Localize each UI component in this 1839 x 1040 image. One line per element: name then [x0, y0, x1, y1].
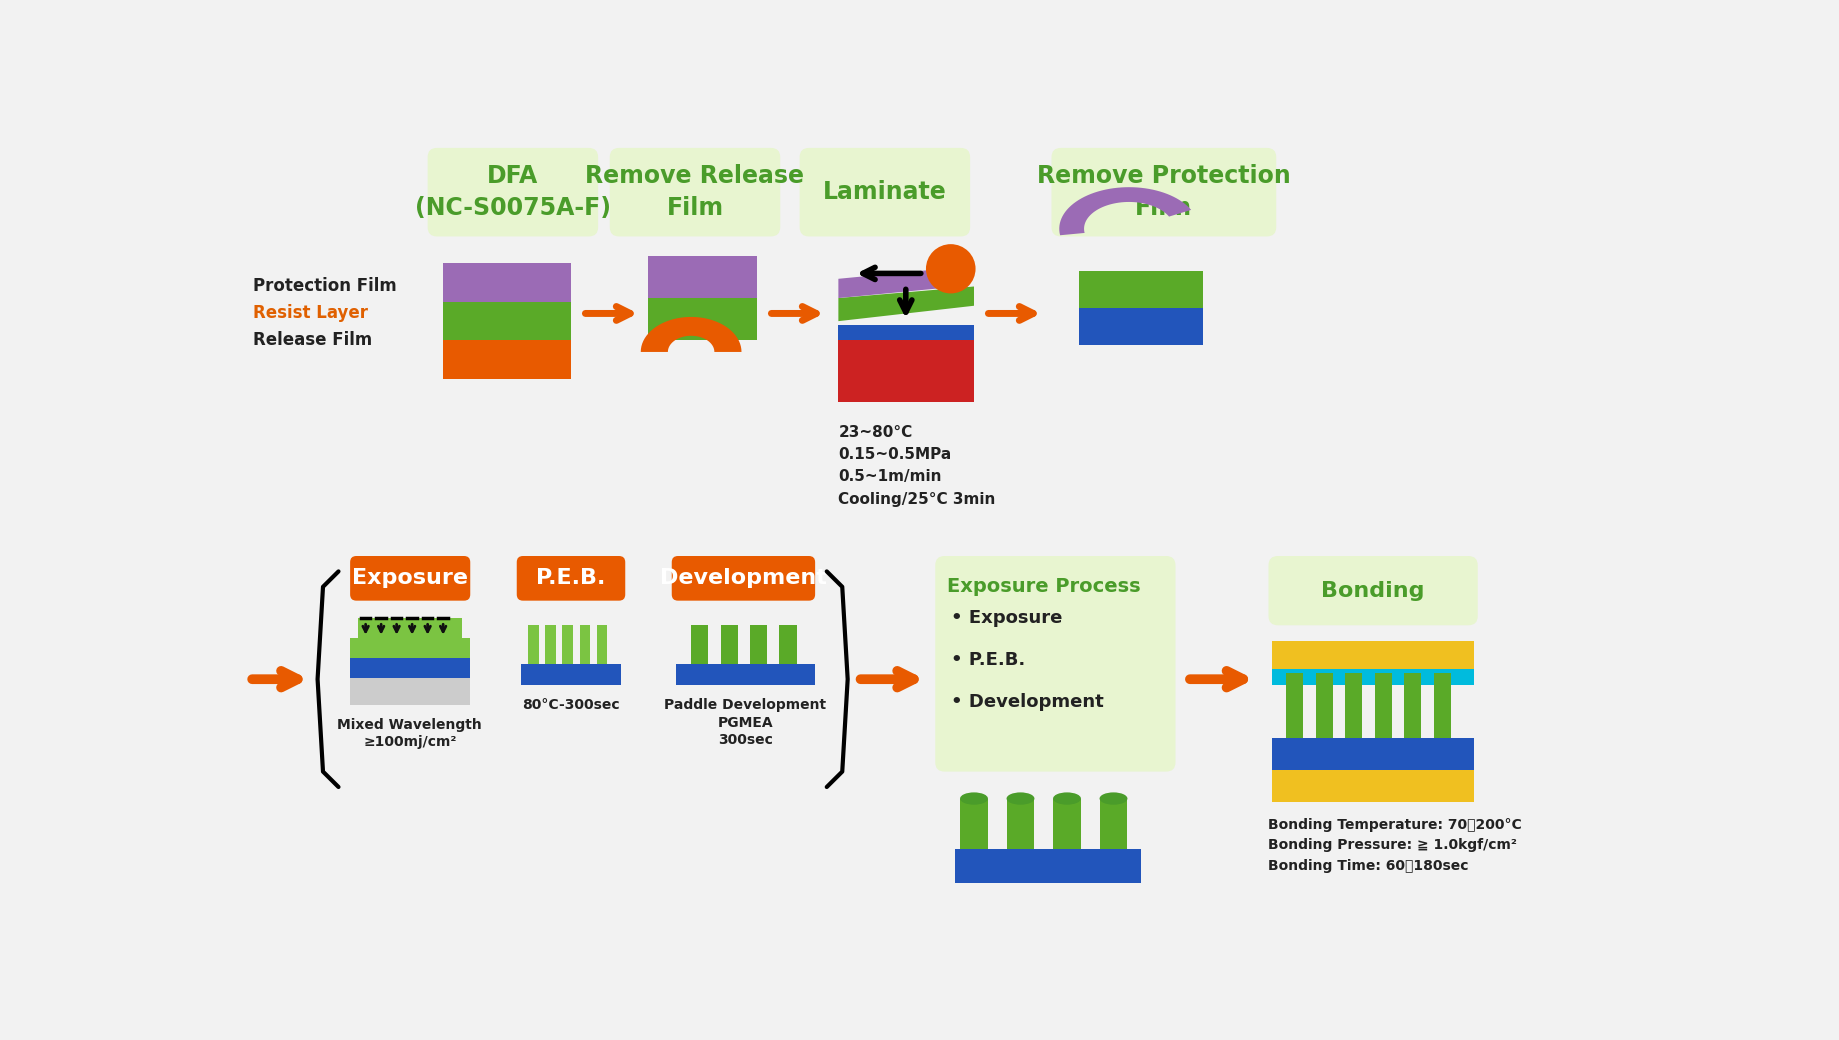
- Text: Protection Film: Protection Film: [254, 278, 397, 295]
- FancyBboxPatch shape: [934, 556, 1175, 772]
- Text: Remove Protection
Film: Remove Protection Film: [1037, 164, 1289, 219]
- Bar: [1100, 799, 1127, 849]
- Bar: [1273, 641, 1473, 669]
- Text: Remove Release
Film: Remove Release Film: [585, 164, 804, 219]
- FancyBboxPatch shape: [1050, 148, 1276, 236]
- FancyBboxPatch shape: [671, 556, 815, 601]
- Text: Paddle Development
PGMEA
300sec: Paddle Development PGMEA 300sec: [664, 699, 826, 747]
- Text: Development: Development: [658, 568, 826, 589]
- Polygon shape: [1059, 187, 1190, 235]
- Bar: [1433, 673, 1449, 737]
- Bar: [563, 625, 574, 664]
- Bar: [721, 625, 737, 664]
- Polygon shape: [640, 317, 741, 352]
- Ellipse shape: [1006, 792, 1034, 805]
- Bar: [520, 664, 622, 685]
- Ellipse shape: [1052, 792, 1079, 805]
- Bar: [357, 618, 462, 638]
- Bar: [675, 664, 815, 685]
- Bar: [1006, 799, 1034, 849]
- Text: P.E.B.: P.E.B.: [535, 568, 605, 589]
- Text: Exposure Process: Exposure Process: [947, 577, 1140, 596]
- Bar: [349, 657, 471, 678]
- Ellipse shape: [1100, 792, 1127, 805]
- FancyBboxPatch shape: [1267, 556, 1477, 625]
- FancyBboxPatch shape: [609, 148, 780, 236]
- FancyBboxPatch shape: [517, 556, 625, 601]
- Text: Bonding Temperature: 70～200°C
Bonding Pressure: ≧ 1.0kgf/cm²
Bonding Time: 60～18: Bonding Temperature: 70～200°C Bonding Pr…: [1267, 817, 1521, 873]
- Bar: [780, 625, 796, 664]
- Bar: [691, 625, 708, 664]
- Bar: [349, 638, 471, 657]
- Text: Exposure: Exposure: [351, 568, 467, 589]
- Bar: [443, 340, 570, 379]
- Bar: [596, 625, 607, 664]
- FancyBboxPatch shape: [349, 556, 471, 601]
- Bar: [1052, 799, 1079, 849]
- Text: Bonding: Bonding: [1320, 580, 1423, 601]
- Polygon shape: [839, 267, 958, 298]
- Bar: [1078, 308, 1203, 345]
- Bar: [750, 625, 767, 664]
- Bar: [1273, 737, 1473, 770]
- Ellipse shape: [960, 792, 988, 805]
- Bar: [647, 256, 756, 298]
- Bar: [1273, 657, 1473, 685]
- Bar: [579, 625, 590, 664]
- Polygon shape: [839, 286, 973, 321]
- Text: • P.E.B.: • P.E.B.: [951, 651, 1024, 669]
- Text: 23~80°C
0.15~0.5MPa
0.5~1m/min
Cooling/25°C 3min: 23~80°C 0.15~0.5MPa 0.5~1m/min Cooling/2…: [839, 425, 995, 506]
- Text: Resist Layer: Resist Layer: [254, 305, 368, 322]
- Text: Mixed Wavelength
≥100mj/cm²: Mixed Wavelength ≥100mj/cm²: [337, 718, 482, 749]
- Bar: [1078, 271, 1203, 308]
- Bar: [1273, 770, 1473, 803]
- Bar: [1315, 673, 1331, 737]
- FancyBboxPatch shape: [800, 148, 969, 236]
- Bar: [839, 324, 973, 340]
- Bar: [544, 625, 555, 664]
- Text: 80°C-300sec: 80°C-300sec: [522, 699, 620, 712]
- Bar: [349, 678, 471, 705]
- Bar: [647, 298, 756, 340]
- Text: Laminate: Laminate: [822, 180, 947, 204]
- Bar: [443, 263, 570, 302]
- Bar: [1374, 673, 1390, 737]
- FancyBboxPatch shape: [427, 148, 598, 236]
- Text: • Exposure: • Exposure: [951, 608, 1061, 626]
- Bar: [954, 849, 1140, 883]
- Bar: [1344, 673, 1361, 737]
- Text: • Development: • Development: [951, 694, 1103, 711]
- Circle shape: [925, 244, 975, 293]
- Bar: [528, 625, 539, 664]
- Text: Release Film: Release Film: [254, 332, 371, 349]
- Text: DFA
(NC-S0075A-F): DFA (NC-S0075A-F): [414, 164, 611, 219]
- Bar: [960, 799, 988, 849]
- Bar: [443, 302, 570, 340]
- Bar: [1403, 673, 1420, 737]
- Bar: [839, 340, 973, 402]
- Bar: [1285, 673, 1302, 737]
